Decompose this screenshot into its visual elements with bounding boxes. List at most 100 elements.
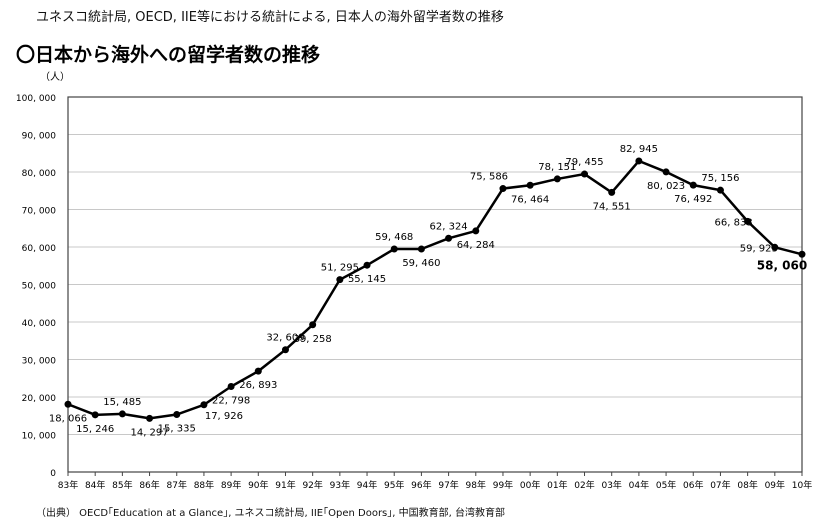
data-label: 75, 586 <box>470 172 508 183</box>
x-tick-label: 86年 <box>139 479 159 491</box>
y-tick-label: 70, 000 <box>22 207 57 217</box>
x-tick-label: 05年 <box>656 479 676 491</box>
x-tick-label: 85年 <box>112 479 132 491</box>
data-point <box>281 346 289 354</box>
y-tick-label: 30, 000 <box>22 357 57 367</box>
data-label: 62, 324 <box>430 221 468 232</box>
data-point <box>689 181 697 189</box>
data-label: 32, 609 <box>266 333 304 344</box>
x-tick-label: 84年 <box>85 479 105 491</box>
data-point <box>526 181 534 189</box>
x-tick-label: 93年 <box>330 479 350 491</box>
x-tick-label: 97年 <box>438 479 458 491</box>
x-tick-label: 07年 <box>710 479 730 491</box>
data-point <box>227 383 235 391</box>
data-point <box>499 185 507 193</box>
data-label: 14, 297 <box>130 427 168 438</box>
data-point <box>91 411 99 419</box>
data-label: 17, 926 <box>205 411 243 422</box>
x-tick-label: 02年 <box>574 479 594 491</box>
data-label: 76, 464 <box>511 194 549 205</box>
data-point <box>173 410 181 418</box>
data-point <box>553 175 561 183</box>
data-label: 74, 551 <box>593 201 631 212</box>
data-label: 80, 023 <box>647 181 685 192</box>
x-tick-label: 92年 <box>302 479 322 491</box>
data-point <box>118 410 126 418</box>
plot-frame <box>67 96 803 473</box>
data-point <box>662 168 670 176</box>
y-tick-label: 10, 000 <box>22 432 57 442</box>
data-point <box>309 321 317 329</box>
x-tick-label: 01年 <box>547 479 567 491</box>
data-point <box>445 234 453 242</box>
x-tick-label: 95年 <box>384 479 404 491</box>
data-label: 59, 460 <box>402 258 440 269</box>
x-tick-label: 99年 <box>493 479 513 491</box>
data-label: 59, 923 <box>740 243 778 254</box>
x-tick-label: 96年 <box>411 479 431 491</box>
data-point <box>417 245 425 253</box>
x-tick-label: 91年 <box>275 479 295 491</box>
x-tick-label: 90年 <box>248 479 268 491</box>
data-label: 59, 468 <box>375 232 413 243</box>
data-point <box>146 414 154 422</box>
data-label: 64, 284 <box>457 240 495 251</box>
data-point <box>363 261 371 269</box>
x-tick-label: 98年 <box>466 479 486 491</box>
series-line <box>67 159 803 420</box>
source-note: （出典） OECD｢Education at a Glance｣, ユネスコ統計… <box>36 508 505 519</box>
data-point <box>771 243 779 251</box>
y-tick-label: 80, 000 <box>22 169 57 179</box>
data-point <box>608 188 616 196</box>
data-label: 51, 295 <box>321 263 359 274</box>
y-tick-label: 60, 000 <box>22 244 57 254</box>
data-label: 78, 151 <box>538 162 576 173</box>
x-tick-label: 83年 <box>58 479 78 491</box>
data-label: 66, 833 <box>715 217 753 228</box>
x-tick-label: 06年 <box>683 479 703 491</box>
x-tick-label: 04年 <box>629 479 649 491</box>
x-tick-label: 94年 <box>357 479 377 491</box>
data-point <box>200 401 208 409</box>
data-label: 76, 492 <box>674 194 712 205</box>
y-axis-label: （人） <box>40 71 70 83</box>
data-label: 26, 893 <box>239 380 277 391</box>
data-label: 58, 060 <box>757 258 807 272</box>
data-label: 82, 945 <box>620 144 658 155</box>
data-point <box>254 367 262 375</box>
data-label: 15, 246 <box>76 424 114 435</box>
y-tick-label: 50, 000 <box>22 282 57 292</box>
data-point <box>744 217 752 225</box>
data-label: 18, 066 <box>49 413 87 424</box>
data-point <box>798 250 806 258</box>
x-tick-label: 87年 <box>167 479 187 491</box>
x-tick-label: 09年 <box>765 479 785 491</box>
y-tick-label: 20, 000 <box>22 394 57 404</box>
x-tick-label: 89年 <box>221 479 241 491</box>
y-tick-label: 40, 000 <box>22 319 57 329</box>
data-point <box>581 170 589 178</box>
data-label: 39, 258 <box>294 334 332 345</box>
data-point <box>64 400 72 408</box>
data-point <box>716 186 724 194</box>
data-label: 79, 455 <box>565 157 603 168</box>
y-tick-label: 100, 000 <box>16 94 56 104</box>
x-tick-label: 88年 <box>194 479 214 491</box>
x-tick-label: 03年 <box>601 479 621 491</box>
data-point <box>336 276 344 284</box>
x-tick-label: 10年 <box>792 479 812 491</box>
data-label: 55, 145 <box>348 274 386 285</box>
data-label: 22, 798 <box>212 396 250 407</box>
x-tick-label: 00年 <box>520 479 540 491</box>
data-point <box>390 245 398 253</box>
x-tick-label: 08年 <box>737 479 757 491</box>
header-text: ユネスコ統計局, OECD, IIE等における統計による, 日本人の海外留学者数… <box>36 10 504 25</box>
data-point <box>635 157 643 165</box>
y-tick-label: 0 <box>50 469 56 479</box>
chart-title: 〇日本から海外への留学者数の推移 <box>16 44 321 66</box>
data-point <box>472 227 480 235</box>
data-label: 15, 485 <box>103 397 141 408</box>
